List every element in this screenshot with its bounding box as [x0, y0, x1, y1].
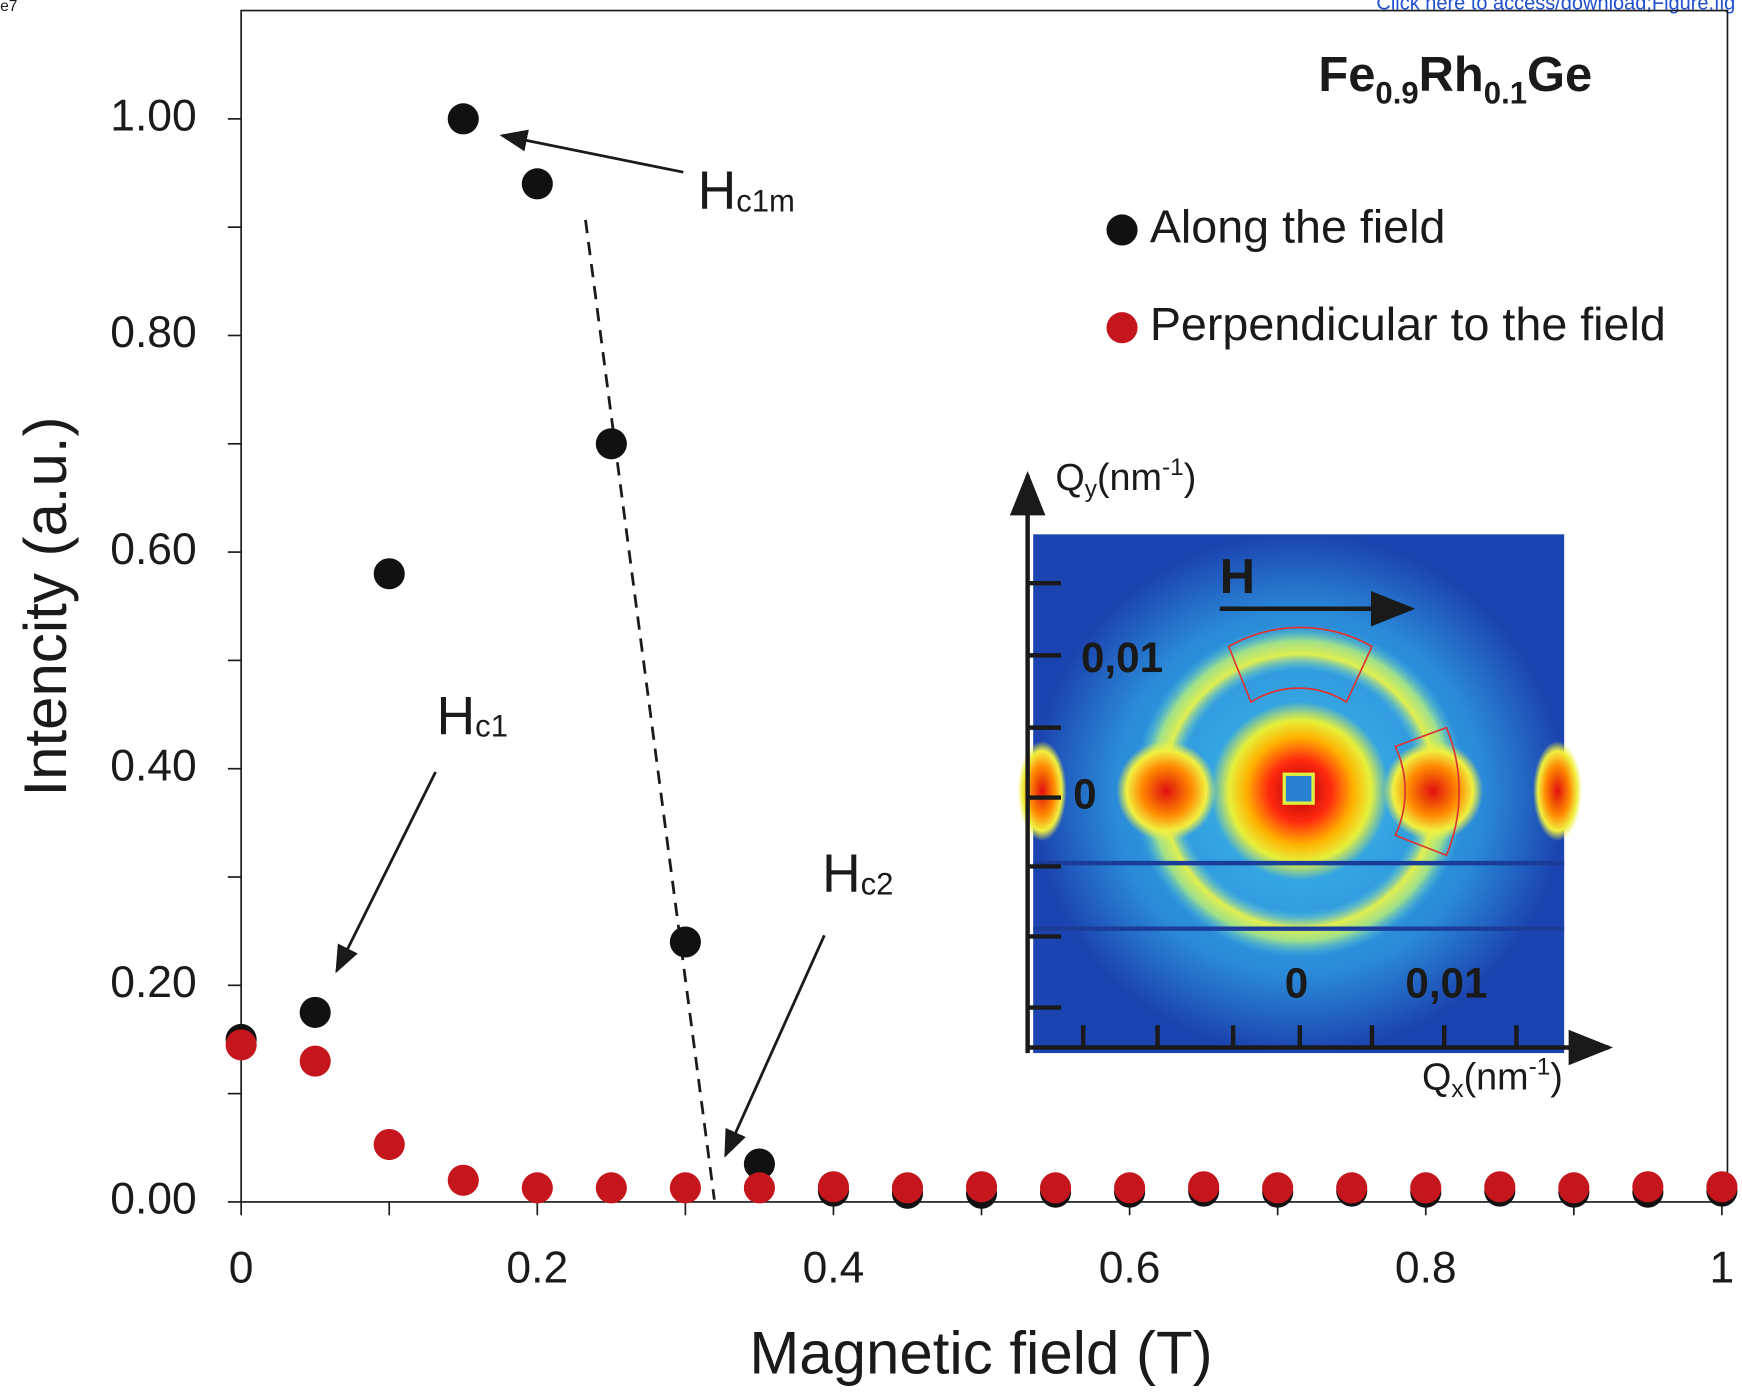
inset-x-tick-label: 0 — [1285, 960, 1308, 1007]
x-tick-label: 0.8 — [1395, 1244, 1457, 1293]
link-text[interactable]: Click here to access/download;Figure.fig — [1376, 0, 1735, 15]
inset-y-axis-title: Qy(nm-1) — [1055, 454, 1196, 503]
legend-label: Along the field — [1150, 200, 1446, 252]
annotation-arrows — [335, 129, 826, 1200]
data-point — [521, 1172, 553, 1204]
data-point — [965, 1171, 998, 1203]
corner-text: e7 — [0, 0, 17, 15]
legend-marker — [1106, 312, 1138, 344]
data-point — [225, 1029, 257, 1061]
x-tick-label: 0.4 — [803, 1244, 865, 1293]
data-point — [1558, 1172, 1590, 1204]
chart-title: Fe0.9Rh0.1Ge — [1318, 48, 1592, 111]
legend-label: Perpendicular to the field — [1150, 298, 1666, 350]
data-point — [1706, 1171, 1738, 1203]
inset-x-tick-label: 0,01 — [1405, 960, 1487, 1007]
data-point — [595, 1172, 627, 1204]
annotation: Hc1m — [698, 161, 795, 220]
y-tick-label: 1.00 — [110, 92, 196, 141]
data-point — [891, 1172, 924, 1204]
data-point — [1262, 1172, 1294, 1204]
data-point — [373, 1128, 405, 1161]
y-tick-label: 0.20 — [110, 958, 196, 1007]
y-tick-label: 0.40 — [110, 741, 196, 790]
data-point — [1410, 1172, 1442, 1204]
x-tick-label: 0.6 — [1099, 1244, 1161, 1293]
y-tick-label: 0.80 — [110, 308, 196, 357]
data-point — [447, 103, 479, 135]
data-point — [1114, 1172, 1146, 1204]
inset-image — [1009, 470, 1614, 1066]
x-tick-label: 0.2 — [506, 1244, 568, 1293]
data-point — [373, 558, 405, 590]
data-point — [595, 428, 627, 460]
y-tick-label: 0.60 — [110, 525, 196, 574]
y-tick-label: 0.00 — [110, 1175, 196, 1224]
legend-marker — [1106, 214, 1138, 246]
inset-y-tick-label: 0 — [1073, 771, 1096, 818]
x-tick-label: 0 — [229, 1244, 254, 1293]
inset-field-label: H — [1220, 550, 1255, 604]
data-point — [743, 1148, 775, 1180]
annotation: Hc1 — [437, 687, 508, 746]
x-axis-title: Magnetic field (T) — [749, 1319, 1212, 1386]
data-point — [521, 168, 553, 200]
data-point — [1188, 1171, 1220, 1203]
data-point — [817, 1171, 850, 1203]
data-point — [669, 1172, 701, 1204]
data-point — [743, 1172, 775, 1204]
data-point — [1336, 1172, 1368, 1204]
inset-x-axis-title: Qx(nm-1) — [1422, 1054, 1563, 1103]
data-point — [299, 1045, 331, 1077]
data-point — [447, 1164, 479, 1196]
x-tick-label: 1 — [1710, 1244, 1735, 1293]
data-point — [1040, 1172, 1072, 1204]
data-point — [1484, 1171, 1516, 1203]
data-point — [669, 926, 701, 958]
annotation: Hc2 — [822, 845, 893, 904]
y-axis-title: Intencity (a.u.) — [12, 417, 79, 797]
inset-y-tick-label: 0,01 — [1081, 634, 1163, 681]
data-point — [1632, 1171, 1664, 1203]
data-point — [299, 996, 331, 1028]
